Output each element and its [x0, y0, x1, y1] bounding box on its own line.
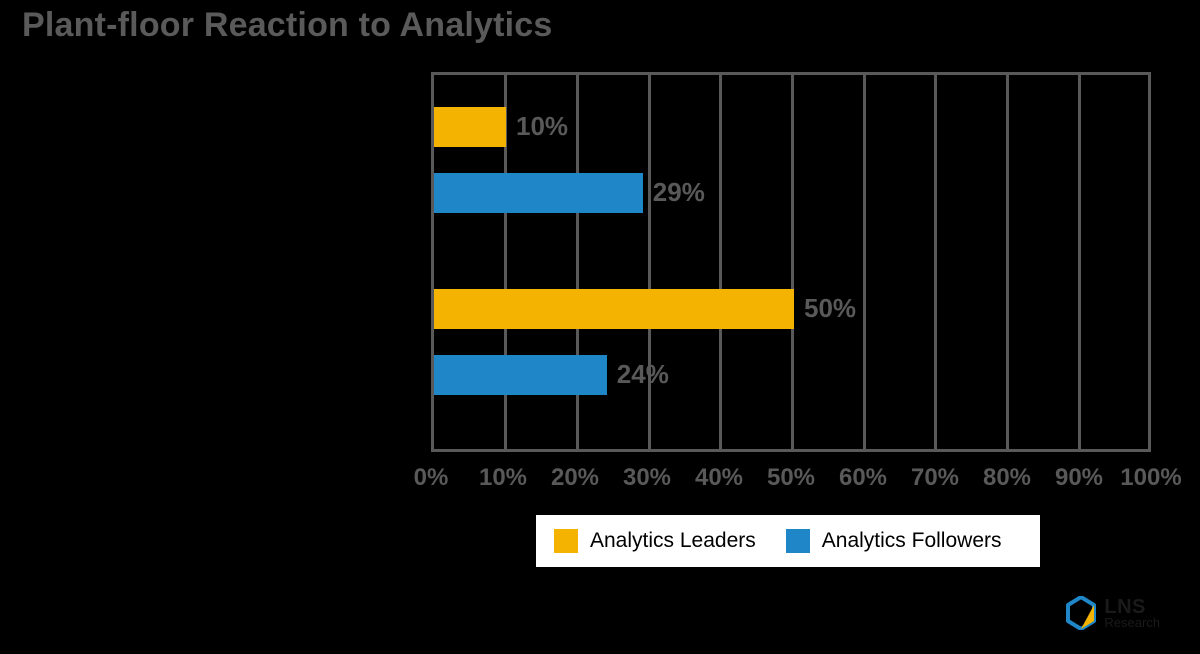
x-tick-70: 70%: [911, 464, 959, 492]
chart-legend: Analytics Leaders Analytics Followers: [536, 515, 1040, 567]
gridline: [1148, 72, 1151, 452]
bar-group0-leaders: [434, 107, 506, 147]
x-tick-10: 10%: [479, 464, 527, 492]
gridline: [1006, 72, 1009, 452]
gridline: [719, 72, 722, 452]
legend-item-leaders: Analytics Leaders: [554, 529, 756, 553]
x-tick-50: 50%: [767, 464, 815, 492]
x-tick-80: 80%: [983, 464, 1031, 492]
lns-hex-icon: [1066, 596, 1096, 630]
bar-group1-leaders: [434, 289, 794, 329]
bar-label-group0-followers: 29%: [653, 177, 705, 208]
legend-item-followers: Analytics Followers: [786, 529, 1002, 553]
x-tick-90: 90%: [1055, 464, 1103, 492]
chart-plot-area: 10% 29% 50% 24%: [431, 72, 1151, 452]
x-tick-0: 0%: [414, 464, 449, 492]
x-tick-40: 40%: [695, 464, 743, 492]
gridline: [576, 72, 579, 452]
bar-group0-followers: [434, 173, 643, 213]
chart-title: Plant-floor Reaction to Analytics: [22, 6, 553, 45]
x-tick-30: 30%: [623, 464, 671, 492]
footer-line2: Research: [1104, 616, 1160, 629]
legend-swatch-followers: [786, 529, 810, 553]
gridline: [934, 72, 937, 452]
footer-line1: LNS: [1104, 597, 1160, 617]
footer-text: LNS Research: [1104, 597, 1160, 629]
bar-label-group0-leaders: 10%: [516, 111, 568, 142]
gridline: [1078, 72, 1081, 452]
footer-logo: LNS Research: [1066, 596, 1160, 630]
legend-swatch-leaders: [554, 529, 578, 553]
legend-label-followers: Analytics Followers: [822, 529, 1002, 553]
bar-label-group1-leaders: 50%: [804, 293, 856, 324]
x-tick-60: 60%: [839, 464, 887, 492]
legend-label-leaders: Analytics Leaders: [590, 529, 756, 553]
gridline: [791, 72, 794, 452]
gridline: [648, 72, 651, 452]
bar-label-group1-followers: 24%: [617, 359, 669, 390]
gridline: [863, 72, 866, 452]
x-tick-100: 100%: [1120, 464, 1181, 492]
x-tick-20: 20%: [551, 464, 599, 492]
bar-group1-followers: [434, 355, 607, 395]
